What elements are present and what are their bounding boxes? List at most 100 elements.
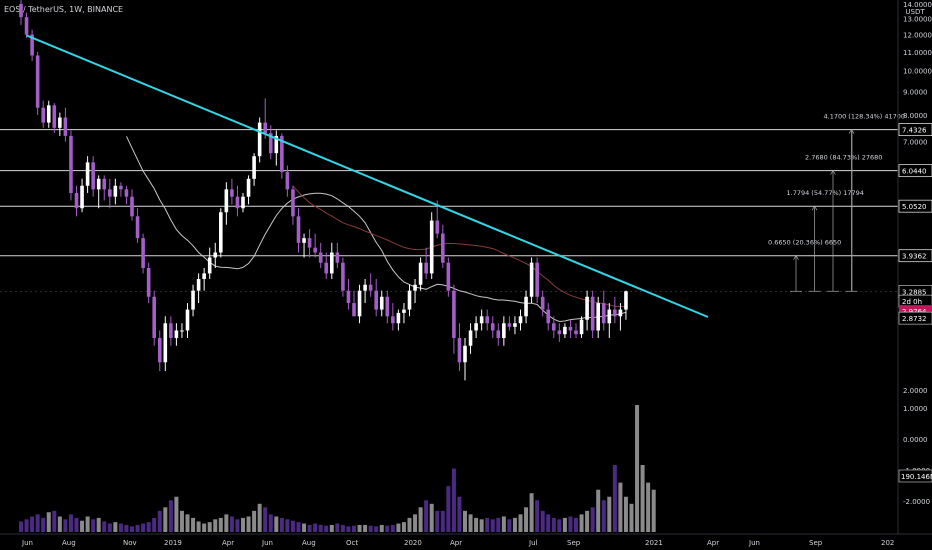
candle[interactable]: [307, 229, 312, 258]
candle[interactable]: [357, 284, 362, 324]
candle[interactable]: [169, 316, 173, 346]
candle[interactable]: [157, 330, 162, 372]
candle[interactable]: [163, 316, 168, 372]
candle[interactable]: [496, 323, 501, 346]
candle[interactable]: [368, 273, 373, 297]
candle[interactable]: [513, 316, 517, 335]
candle[interactable]: [502, 316, 506, 346]
candle[interactable]: [141, 233, 145, 274]
candle[interactable]: [596, 296, 600, 338]
candle[interactable]: [574, 323, 578, 338]
candle[interactable]: [452, 284, 456, 354]
candle[interactable]: [191, 284, 195, 317]
candle[interactable]: [396, 309, 401, 331]
candle[interactable]: [385, 290, 390, 324]
candle[interactable]: [302, 233, 306, 258]
candle[interactable]: [429, 212, 434, 279]
candle[interactable]: [285, 165, 290, 197]
candle[interactable]: [407, 284, 412, 317]
candle[interactable]: [19, 0, 23, 25]
candle[interactable]: [524, 290, 528, 324]
candle[interactable]: [252, 153, 256, 186]
candle[interactable]: [335, 242, 340, 268]
candle[interactable]: [41, 100, 45, 128]
candle[interactable]: [91, 156, 95, 197]
candle[interactable]: [180, 323, 184, 338]
candle[interactable]: [174, 323, 179, 346]
candle[interactable]: [468, 323, 473, 354]
candle[interactable]: [230, 178, 234, 205]
candle[interactable]: [52, 102, 57, 134]
candle[interactable]: [130, 189, 134, 221]
candle[interactable]: [224, 182, 229, 225]
candle[interactable]: [63, 107, 68, 142]
candle[interactable]: [435, 200, 440, 239]
candle[interactable]: [379, 290, 384, 317]
candle[interactable]: [30, 29, 34, 62]
candle[interactable]: [585, 290, 589, 331]
candle[interactable]: [135, 208, 140, 243]
candle[interactable]: [35, 51, 40, 116]
candle[interactable]: [540, 290, 545, 317]
candle[interactable]: [535, 257, 539, 304]
candle[interactable]: [330, 242, 334, 279]
candle[interactable]: [490, 316, 495, 338]
candle[interactable]: [418, 257, 423, 291]
candle[interactable]: [74, 185, 79, 217]
candle[interactable]: [529, 257, 534, 304]
candle[interactable]: [363, 278, 367, 304]
candle[interactable]: [552, 316, 556, 338]
candle[interactable]: [601, 290, 606, 331]
candle[interactable]: [374, 278, 378, 317]
candle[interactable]: [607, 303, 612, 338]
candle[interactable]: [457, 323, 462, 372]
candle[interactable]: [263, 98, 267, 139]
candle[interactable]: [235, 185, 240, 217]
candle[interactable]: [318, 242, 323, 268]
candle[interactable]: [474, 316, 478, 338]
candle[interactable]: [485, 309, 489, 331]
candle[interactable]: [202, 267, 206, 291]
candle[interactable]: [146, 262, 151, 304]
candle[interactable]: [113, 178, 118, 205]
candle[interactable]: [246, 175, 251, 205]
candle[interactable]: [579, 316, 584, 338]
candle[interactable]: [119, 182, 123, 197]
candle[interactable]: [568, 319, 573, 338]
candle[interactable]: [424, 247, 428, 279]
candle[interactable]: [185, 303, 190, 338]
candle[interactable]: [324, 252, 329, 279]
candle[interactable]: [346, 278, 351, 310]
candle[interactable]: [313, 233, 317, 258]
candle[interactable]: [24, 12, 29, 38]
candle[interactable]: [58, 112, 62, 136]
candle[interactable]: [613, 296, 617, 324]
candle[interactable]: [391, 303, 395, 331]
candle[interactable]: [291, 185, 295, 225]
candle[interactable]: [108, 178, 112, 209]
candle[interactable]: [268, 125, 273, 160]
candle[interactable]: [296, 208, 301, 253]
candle[interactable]: [441, 224, 445, 268]
candle[interactable]: [352, 290, 356, 317]
candle[interactable]: [618, 303, 623, 331]
descending-trendline[interactable]: [26, 34, 709, 318]
candle[interactable]: [124, 185, 129, 205]
candle[interactable]: [196, 273, 201, 304]
candle[interactable]: [463, 337, 467, 381]
candle[interactable]: [518, 309, 523, 331]
candle[interactable]: [102, 175, 107, 201]
candle[interactable]: [213, 242, 218, 268]
candle[interactable]: [557, 323, 562, 342]
candle[interactable]: [80, 178, 84, 213]
candle[interactable]: [207, 247, 212, 279]
candle[interactable]: [402, 303, 406, 324]
candle[interactable]: [590, 290, 595, 338]
candle[interactable]: [341, 257, 345, 297]
candle[interactable]: [507, 316, 512, 331]
candle[interactable]: [257, 117, 262, 163]
candle[interactable]: [274, 130, 279, 166]
candle[interactable]: [624, 290, 628, 320]
candle[interactable]: [96, 175, 101, 209]
